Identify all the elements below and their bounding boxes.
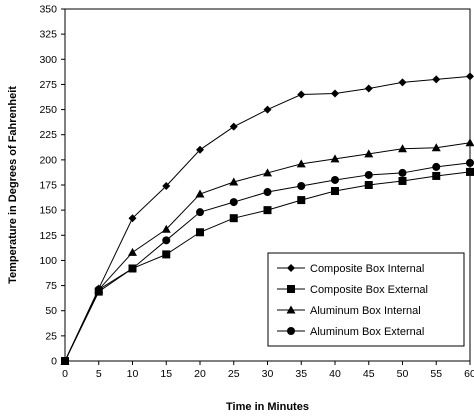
y-tick-label: 300	[39, 54, 57, 66]
legend: Composite Box Internal Composite Box Exte…	[267, 252, 465, 347]
data-point	[398, 168, 407, 177]
data-point	[229, 177, 239, 186]
data-point	[128, 247, 137, 256]
series-3	[60, 138, 474, 365]
x-tick-label: 30	[262, 368, 274, 380]
legend-label: Composite Box Internal	[310, 263, 424, 275]
y-tick-label: 100	[39, 255, 57, 267]
data-point	[162, 250, 171, 259]
legend-label: Composite Box External	[310, 284, 428, 296]
data-point	[432, 171, 441, 180]
legend-marker	[287, 285, 295, 293]
data-point	[398, 176, 407, 185]
x-tick-label: 45	[363, 368, 375, 380]
data-point	[331, 187, 339, 196]
x-tick-label: 25	[228, 368, 240, 380]
legend-marker	[287, 264, 295, 272]
x-tick-label: 20	[194, 368, 206, 380]
y-tick-label: 250	[39, 104, 57, 116]
x-tick-label: 60	[464, 368, 474, 380]
x-tick-label: 35	[295, 368, 307, 380]
data-point	[94, 285, 103, 294]
data-point	[398, 144, 407, 153]
data-point	[128, 264, 137, 273]
data-point	[398, 78, 407, 87]
data-point	[196, 208, 204, 217]
x-axis-ticks: 0 5 10 15 20 25 30 35 40 45 50 55 60	[62, 361, 474, 380]
data-point	[431, 143, 441, 152]
x-tick-label: 55	[430, 368, 442, 380]
data-point	[263, 168, 272, 177]
data-point	[297, 182, 306, 191]
data-point	[263, 188, 272, 197]
data-point	[432, 162, 441, 171]
data-point	[331, 175, 339, 184]
data-point	[162, 182, 171, 191]
x-tick-label: 0	[62, 368, 68, 380]
data-point	[195, 189, 205, 198]
data-point	[364, 170, 373, 179]
y-axis-title: Temperature in Degrees of Fahrenheit	[7, 86, 19, 284]
y-axis-ticks: 0 25 50 75 100 125 150 175 200 225 250 275 300 325 350	[39, 4, 65, 368]
y-tick-label: 25	[45, 330, 57, 342]
y-tick-label: 275	[39, 79, 57, 91]
plot-area-frame	[64, 8, 471, 362]
y-tick-label: 200	[39, 154, 57, 166]
data-point	[364, 84, 373, 93]
data-point	[297, 90, 306, 99]
data-point	[196, 228, 204, 237]
data-point	[196, 145, 204, 154]
data-point	[229, 122, 238, 131]
data-point	[296, 159, 306, 168]
data-point	[330, 154, 340, 163]
legend-label: Aluminum Box External	[310, 326, 424, 338]
data-point	[364, 149, 374, 158]
x-tick-label: 10	[127, 368, 139, 380]
legend-marker	[287, 327, 295, 335]
data-point	[162, 236, 171, 245]
y-tick-label: 50	[45, 305, 57, 317]
data-point	[229, 198, 238, 207]
legend-marker	[286, 305, 296, 314]
data-point	[229, 214, 238, 223]
x-tick-label: 40	[329, 368, 341, 380]
data-point	[331, 89, 339, 98]
y-tick-label: 150	[39, 205, 57, 217]
x-tick-label: 50	[397, 368, 409, 380]
y-tick-label: 0	[51, 356, 57, 368]
data-point	[263, 105, 272, 114]
y-tick-label: 75	[45, 280, 57, 292]
y-tick-label: 325	[39, 29, 57, 41]
x-tick-label: 15	[160, 368, 172, 380]
y-tick-label: 125	[39, 230, 57, 242]
legend-label: Aluminum Box Internal	[310, 305, 421, 317]
data-point	[297, 196, 306, 205]
y-tick-label: 350	[39, 4, 57, 16]
x-axis-title: Time in Minutes	[226, 401, 309, 413]
data-point	[432, 75, 441, 84]
series-4	[61, 158, 474, 365]
x-tick-label: 5	[96, 368, 102, 380]
y-tick-label: 225	[39, 129, 57, 141]
data-point	[128, 214, 137, 223]
data-point	[263, 206, 272, 215]
data-point	[161, 224, 171, 233]
series-group	[60, 72, 474, 365]
data-point	[364, 181, 373, 189]
y-tick-label: 175	[39, 180, 57, 192]
